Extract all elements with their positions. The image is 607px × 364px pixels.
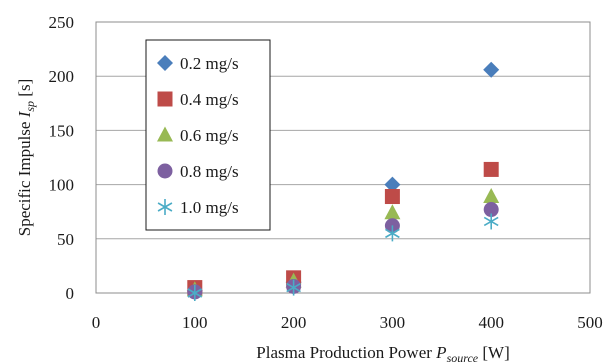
y-axis-title-subscript: sp [23,101,37,112]
legend-item: 0.6 mg/s [157,126,239,145]
y-axis-title-prefix: Specific Impulse [15,117,34,236]
y-axis-title-symbol: I [15,110,34,118]
legend-label: 0.8 mg/s [180,162,239,181]
x-tick-label: 400 [478,313,504,332]
data-point [384,189,400,205]
asterisk-stroke [385,228,400,239]
plot-area-frame [95,21,591,294]
y-tick-label: 250 [49,13,75,32]
data-point [384,204,401,220]
legend-label: 0.6 mg/s [180,126,239,145]
asterisk-stroke [286,282,301,293]
x-axis-ticks: 0 100 200 300 400 500 [92,313,603,332]
legend-marker [157,199,173,215]
asterisk-stroke [483,216,499,227]
legend-item: 0.2 mg/s [157,54,239,73]
y-tick-label: 50 [57,230,74,249]
legend-item: 0.8 mg/s [157,162,239,181]
y-axis-title: Specific Impulse Isp [s] [15,79,37,237]
data-points [186,61,500,301]
series-5 [187,213,499,301]
y-tick-label: 0 [66,284,75,303]
legend-label: 1.0 mg/s [180,198,239,217]
x-axis-title: Plasma Production Power Psource [W] [256,343,509,364]
legend: 0.2 mg/s 0.4 mg/s 0.6 mg/s 0.8 mg/s 1.0 mg/s [145,39,271,231]
y-tick-label: 150 [49,121,75,140]
data-point [483,61,500,78]
data-point [286,279,301,296]
x-axis-title-unit: [W] [478,343,510,362]
y-axis-title-unit: [s] [15,79,34,101]
data-point [483,202,499,218]
x-tick-label: 300 [380,313,406,332]
legend-label: 0.2 mg/s [180,54,239,73]
x-tick-label: 100 [182,313,208,332]
data-point [483,188,500,204]
legend-marker [157,126,173,142]
y-tick-label: 100 [49,176,75,195]
legend-marker [157,163,173,179]
legend-marker [157,55,173,71]
y-axis-ticks: 0 50 100 150 200 250 [49,13,75,303]
legend-item: 1.0 mg/s [157,198,239,217]
legend-marker [157,91,173,107]
y-tick-label: 200 [49,67,75,86]
legend-label: 0.4 mg/s [180,90,239,109]
asterisk-stroke [187,288,203,298]
x-tick-label: 200 [281,313,307,332]
data-point [384,176,401,193]
data-point [385,225,400,242]
legend-item: 0.4 mg/s [157,90,239,109]
x-tick-label: 0 [92,313,101,332]
data-point [483,213,499,230]
data-point [483,161,499,177]
x-tick-label: 500 [577,313,603,332]
asterisk-stroke [157,202,173,212]
x-axis-title-subscript: source [447,351,479,364]
x-axis-title-prefix: Plasma Production Power [256,343,436,362]
x-axis-title-symbol: P [435,343,446,362]
data-point [187,285,203,301]
